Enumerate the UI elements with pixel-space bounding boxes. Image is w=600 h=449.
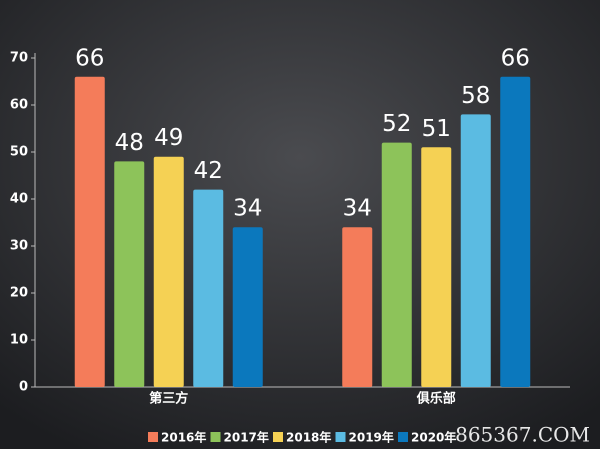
bar xyxy=(460,114,491,388)
bar xyxy=(381,142,412,387)
y-tick-label: 30 xyxy=(10,239,28,254)
data-label: 34 xyxy=(233,196,262,222)
y-tick-label: 60 xyxy=(10,98,28,113)
data-label: 34 xyxy=(343,196,372,222)
x-tick-label: 俱乐部 xyxy=(416,391,456,407)
data-label: 49 xyxy=(154,125,183,151)
data-label: 51 xyxy=(422,116,451,142)
legend-swatch xyxy=(273,432,283,442)
legend-swatch xyxy=(210,432,221,442)
legend-label: 2017年 xyxy=(224,430,269,445)
legend-label: 2020年 xyxy=(411,430,456,445)
legend-swatch xyxy=(335,432,346,442)
data-label: 42 xyxy=(194,158,223,184)
legend-label: 2018年 xyxy=(286,430,331,445)
y-tick-label: 50 xyxy=(10,145,28,160)
data-label: 48 xyxy=(115,130,144,156)
y-tick-label: 20 xyxy=(10,286,28,301)
bar xyxy=(342,227,373,387)
y-tick-label: 40 xyxy=(10,192,28,207)
x-tick-label: 第三方 xyxy=(149,391,188,407)
bar xyxy=(153,156,184,387)
watermark: 865367.COM xyxy=(455,423,590,447)
bar xyxy=(74,76,105,388)
bar xyxy=(193,189,224,387)
data-label: 66 xyxy=(75,45,104,71)
y-tick-label: 0 xyxy=(19,380,28,395)
legend-label: 2019年 xyxy=(349,430,394,445)
legend-swatch xyxy=(398,432,408,442)
bar xyxy=(232,227,263,387)
legend-swatch xyxy=(148,432,158,442)
y-tick-label: 70 xyxy=(10,51,28,66)
bar xyxy=(500,76,531,388)
bar xyxy=(114,161,145,387)
data-label: 58 xyxy=(461,83,490,109)
legend-label: 2016年 xyxy=(161,430,206,445)
data-label: 52 xyxy=(382,111,411,137)
data-label: 66 xyxy=(501,45,530,71)
y-tick-label: 10 xyxy=(10,333,28,348)
bar xyxy=(421,147,452,387)
